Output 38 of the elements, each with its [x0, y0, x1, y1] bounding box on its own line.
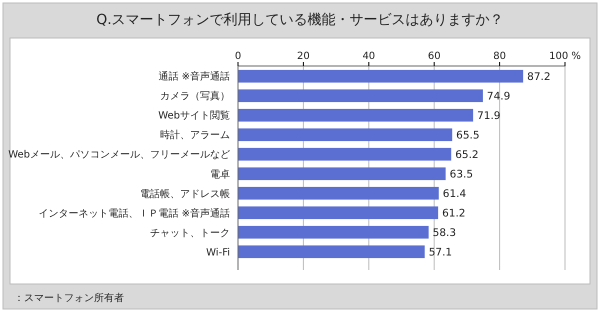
x-tick-label: 40	[362, 51, 376, 62]
y-tick-label: チャット、トーク	[150, 228, 230, 239]
x-tick-label: 60	[428, 51, 441, 62]
bar	[238, 108, 474, 122]
data-label: 61.2	[442, 207, 466, 220]
bar	[238, 245, 425, 258]
data-label: 63.5	[450, 168, 474, 180]
bar	[238, 167, 446, 180]
y-tick-label: 通話 ※音声通話	[158, 70, 230, 83]
x-tick-label: 100 %	[549, 51, 581, 62]
bar	[238, 226, 429, 239]
x-tick-label: 0	[234, 51, 242, 62]
data-label: 61.4	[442, 188, 466, 200]
bar	[238, 128, 452, 142]
bar	[238, 206, 438, 220]
x-tick-label: 20	[297, 51, 310, 62]
y-tick-label: Wi-Fi	[206, 247, 230, 258]
bar	[238, 70, 524, 83]
y-tick-label: Webサイト閲覧	[158, 110, 230, 122]
data-label: 74.9	[486, 90, 510, 102]
data-label: 65.2	[455, 148, 479, 161]
chart-title: Q.スマートフォンで利用している機能・サービスはありますか？	[96, 12, 504, 28]
data-label: 87.2	[527, 70, 551, 83]
data-label: 57.1	[428, 246, 452, 258]
y-tick-label: 電卓	[210, 168, 230, 180]
y-tick-label: 電話帳、アドレス帳	[140, 188, 230, 200]
y-tick-label: Webメール、パソコンメール、フリーメールなど	[8, 150, 230, 161]
data-label: 71.9	[477, 110, 501, 122]
x-tick-label: 80	[493, 51, 506, 62]
bar	[238, 89, 483, 102]
text: ：スマートフォン所有者	[14, 292, 124, 304]
y-tick-label: カメラ（写真）	[160, 90, 230, 102]
bar	[238, 148, 452, 161]
y-tick-label: インターネット電話、ＩＰ電話 ※音声通話	[38, 207, 230, 220]
bar	[238, 186, 439, 200]
y-tick-label: 時計、アラーム	[160, 129, 230, 142]
data-label: 58.3	[432, 226, 456, 239]
data-label: 65.5	[456, 129, 480, 142]
